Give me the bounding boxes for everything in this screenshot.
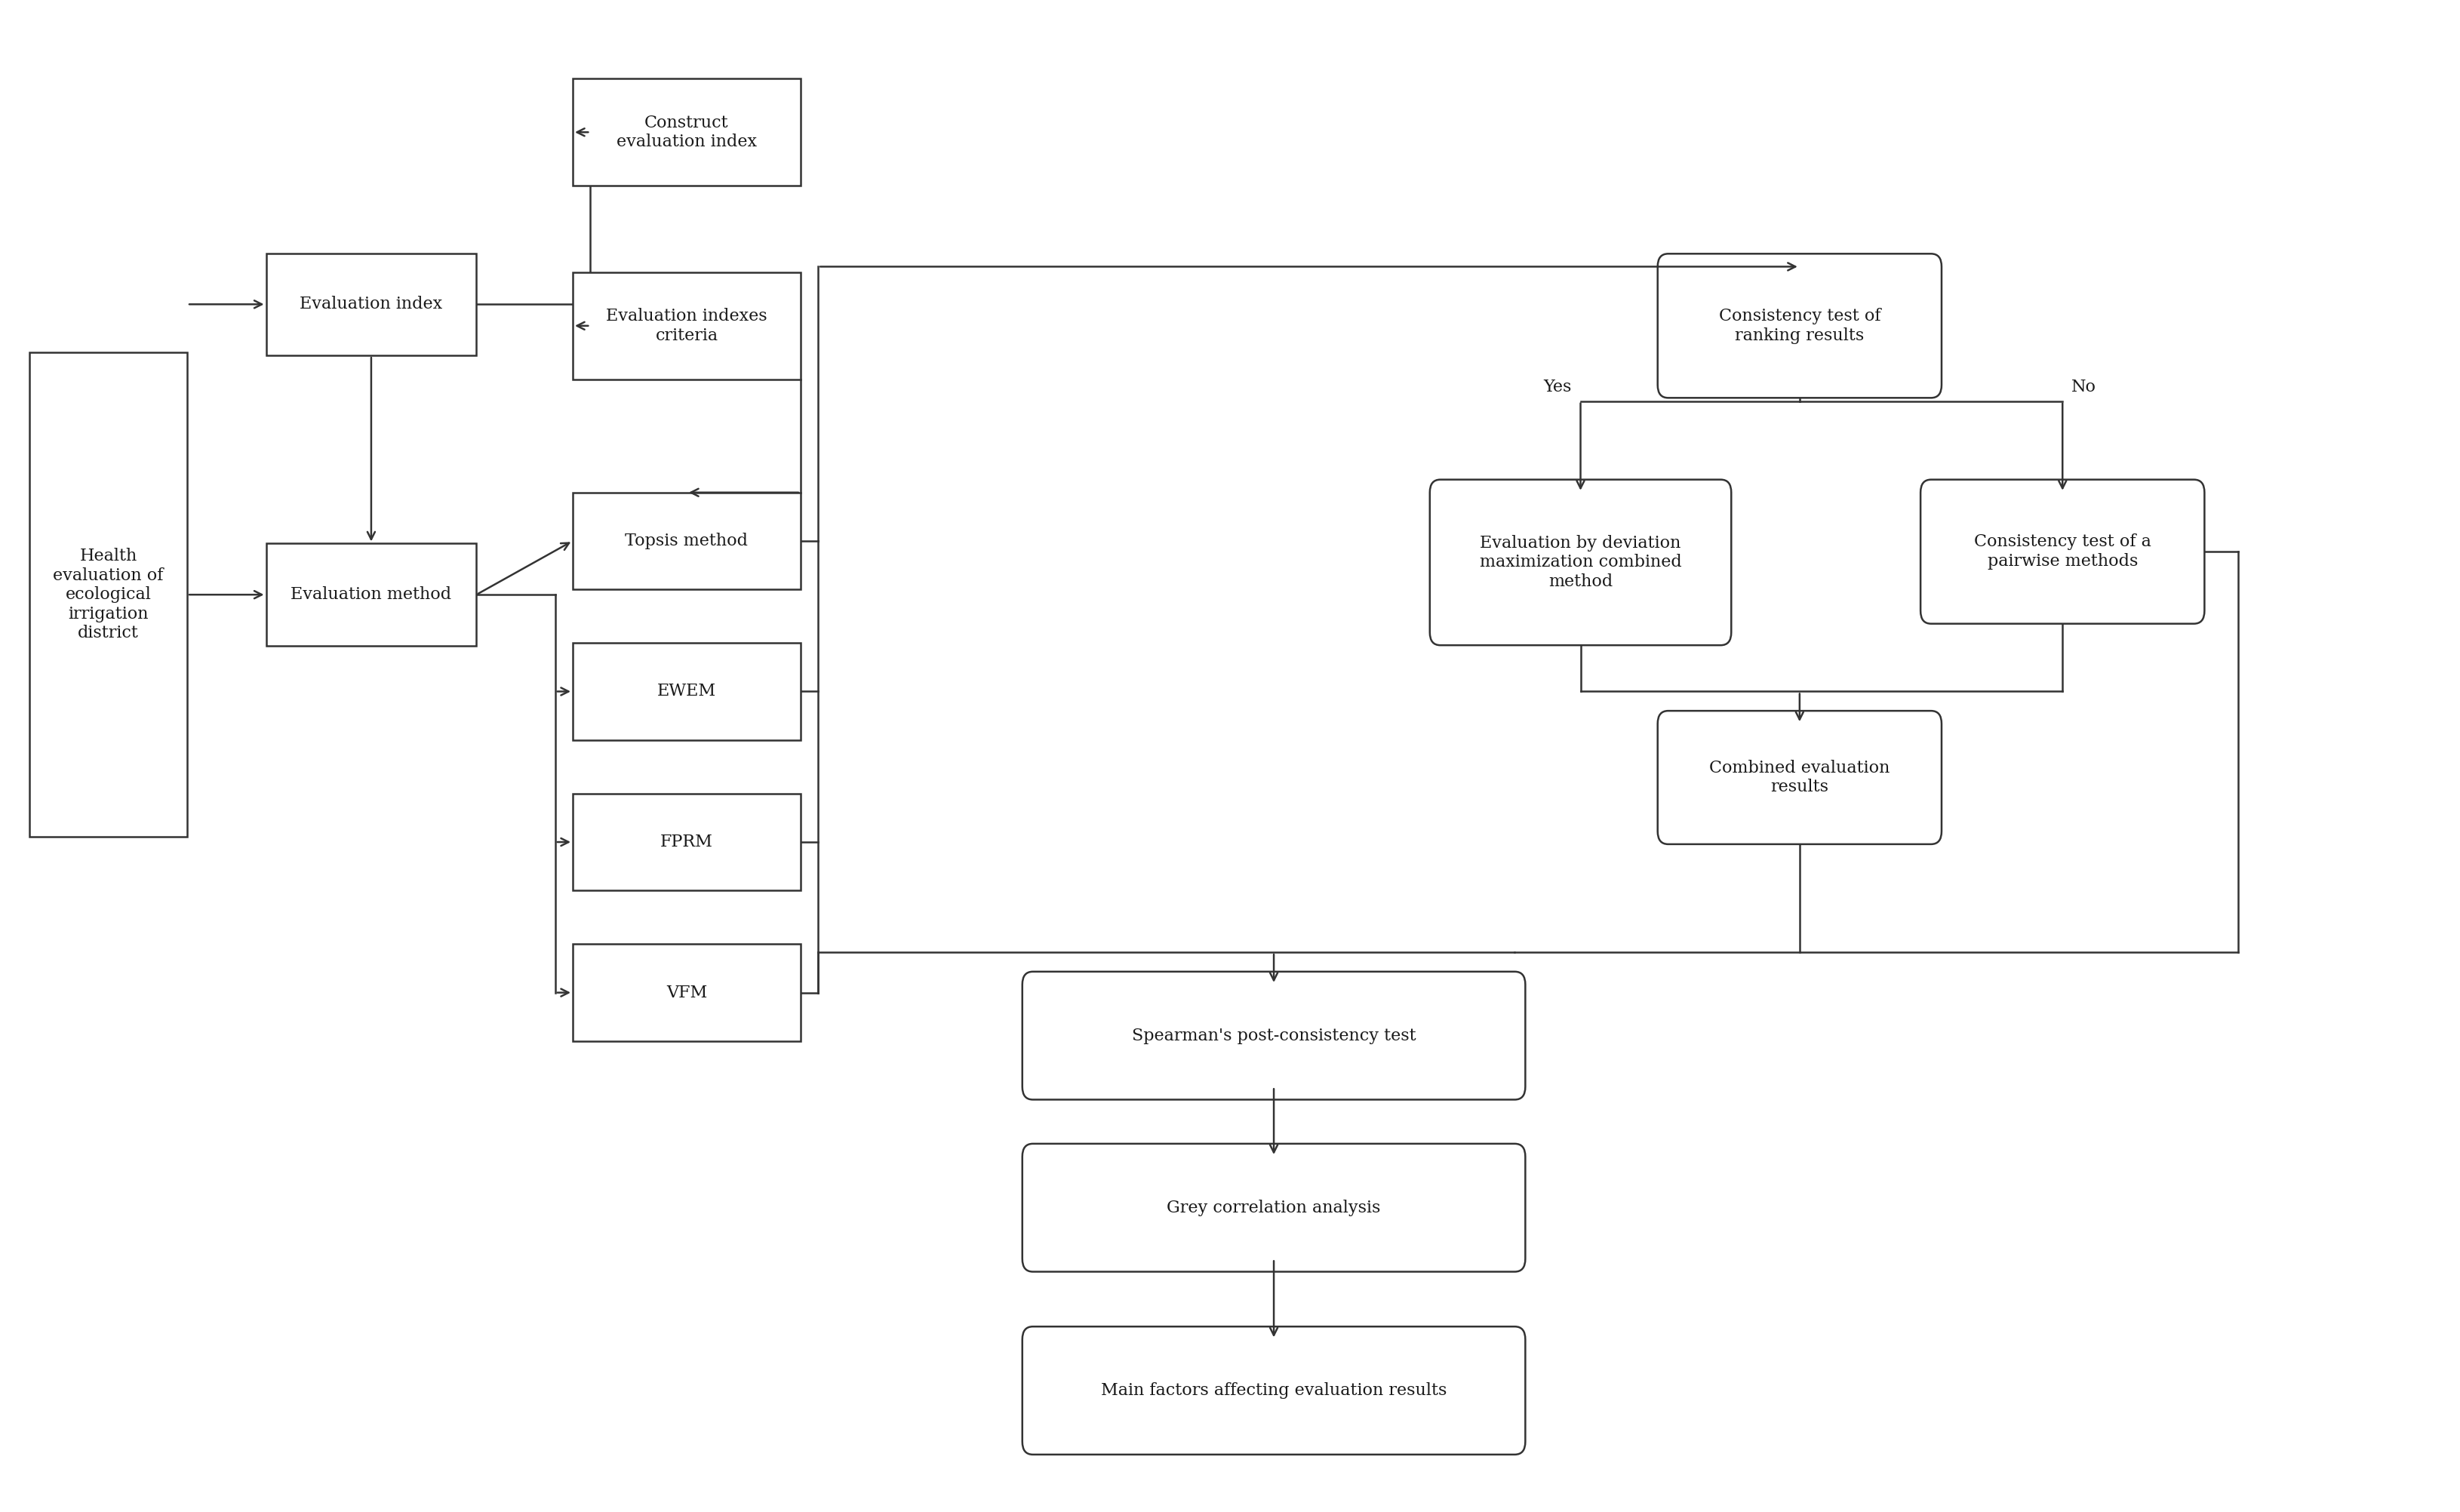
FancyBboxPatch shape [30,352,187,836]
FancyBboxPatch shape [266,544,477,646]
FancyBboxPatch shape [1658,254,1941,398]
Text: Yes: Yes [1542,380,1572,396]
FancyBboxPatch shape [1023,1143,1525,1272]
Text: Grey correlation analysis: Grey correlation analysis [1166,1199,1380,1216]
Text: Construct
evaluation index: Construct evaluation index [617,115,758,150]
Text: No: No [2071,380,2096,396]
Text: Evaluation index: Evaluation index [300,296,443,313]
FancyBboxPatch shape [573,643,800,739]
Text: Main factors affecting evaluation results: Main factors affecting evaluation result… [1102,1382,1446,1399]
Text: EWEM: EWEM [657,683,716,700]
Text: Combined evaluation
results: Combined evaluation results [1710,759,1889,795]
Text: Evaluation method: Evaluation method [290,587,453,603]
Text: Spearman's post-consistency test: Spearman's post-consistency test [1132,1027,1417,1043]
FancyBboxPatch shape [573,943,800,1040]
FancyBboxPatch shape [1023,1326,1525,1455]
FancyBboxPatch shape [573,794,800,891]
FancyBboxPatch shape [266,253,477,355]
Text: Health
evaluation of
ecological
irrigation
district: Health evaluation of ecological irrigati… [54,547,162,641]
FancyBboxPatch shape [1429,479,1732,646]
FancyBboxPatch shape [573,79,800,186]
Text: Consistency test of
ranking results: Consistency test of ranking results [1720,308,1879,343]
FancyBboxPatch shape [573,272,800,380]
FancyBboxPatch shape [573,493,800,590]
Text: Consistency test of a
pairwise methods: Consistency test of a pairwise methods [1973,534,2150,570]
FancyBboxPatch shape [1921,479,2204,624]
Text: FPRM: FPRM [659,833,713,850]
Text: Evaluation indexes
criteria: Evaluation indexes criteria [605,308,768,343]
Text: VFM: VFM [667,984,706,1001]
FancyBboxPatch shape [1023,972,1525,1099]
Text: Topsis method: Topsis method [625,532,748,549]
Text: Evaluation by deviation
maximization combined
method: Evaluation by deviation maximization com… [1478,535,1683,590]
FancyBboxPatch shape [1658,711,1941,844]
